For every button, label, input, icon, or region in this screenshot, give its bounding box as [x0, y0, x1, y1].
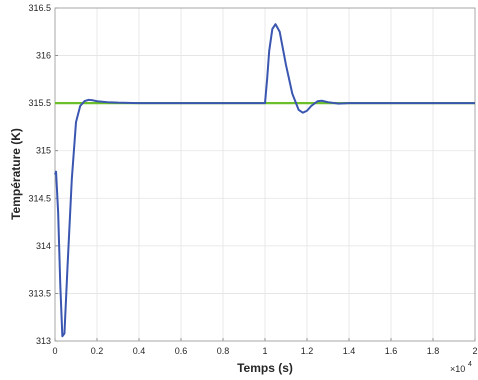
x-tick-label: 1.4	[343, 346, 356, 356]
x-tick-label: 1.2	[301, 346, 314, 356]
y-tick-label: 315.5	[28, 98, 51, 108]
x-tick-label: 2	[472, 346, 477, 356]
x-tick-label: 0.8	[217, 346, 230, 356]
y-tick-label: 314.5	[28, 193, 51, 203]
grid	[54, 7, 476, 342]
y-tick-label: 315	[36, 146, 51, 156]
temperature-response-line	[54, 23, 475, 338]
x-axis-multiplier: ×10	[450, 364, 465, 374]
series-lines	[54, 23, 475, 338]
x-tick-label: 1	[262, 346, 267, 356]
x-tick-label: 0.4	[133, 346, 146, 356]
x-tick-label: 1.6	[385, 346, 398, 356]
y-tick-label: 316	[36, 51, 51, 61]
y-tick-label: 314	[36, 241, 51, 251]
x-tick-label: 1.8	[427, 346, 440, 356]
x-tick-label: 0.6	[175, 346, 188, 356]
y-axis-title: Température (K)	[9, 128, 23, 220]
x-tick-label: 0	[52, 346, 57, 356]
y-tick-label: 313	[36, 336, 51, 346]
x-tick-label: 0.2	[91, 346, 104, 356]
x-axis-title: Temps (s)	[237, 361, 293, 375]
y-tick-label: 313.5	[28, 288, 51, 298]
y-tick-label: 316.5	[28, 3, 51, 13]
tick-labels: 0 0.2 0.4 0.6 0.8 1 1.2 1.4 1.6 1.8 2 313 313.5 314 31…	[28, 3, 477, 356]
x-axis-multiplier-exponent: 4	[468, 361, 472, 368]
